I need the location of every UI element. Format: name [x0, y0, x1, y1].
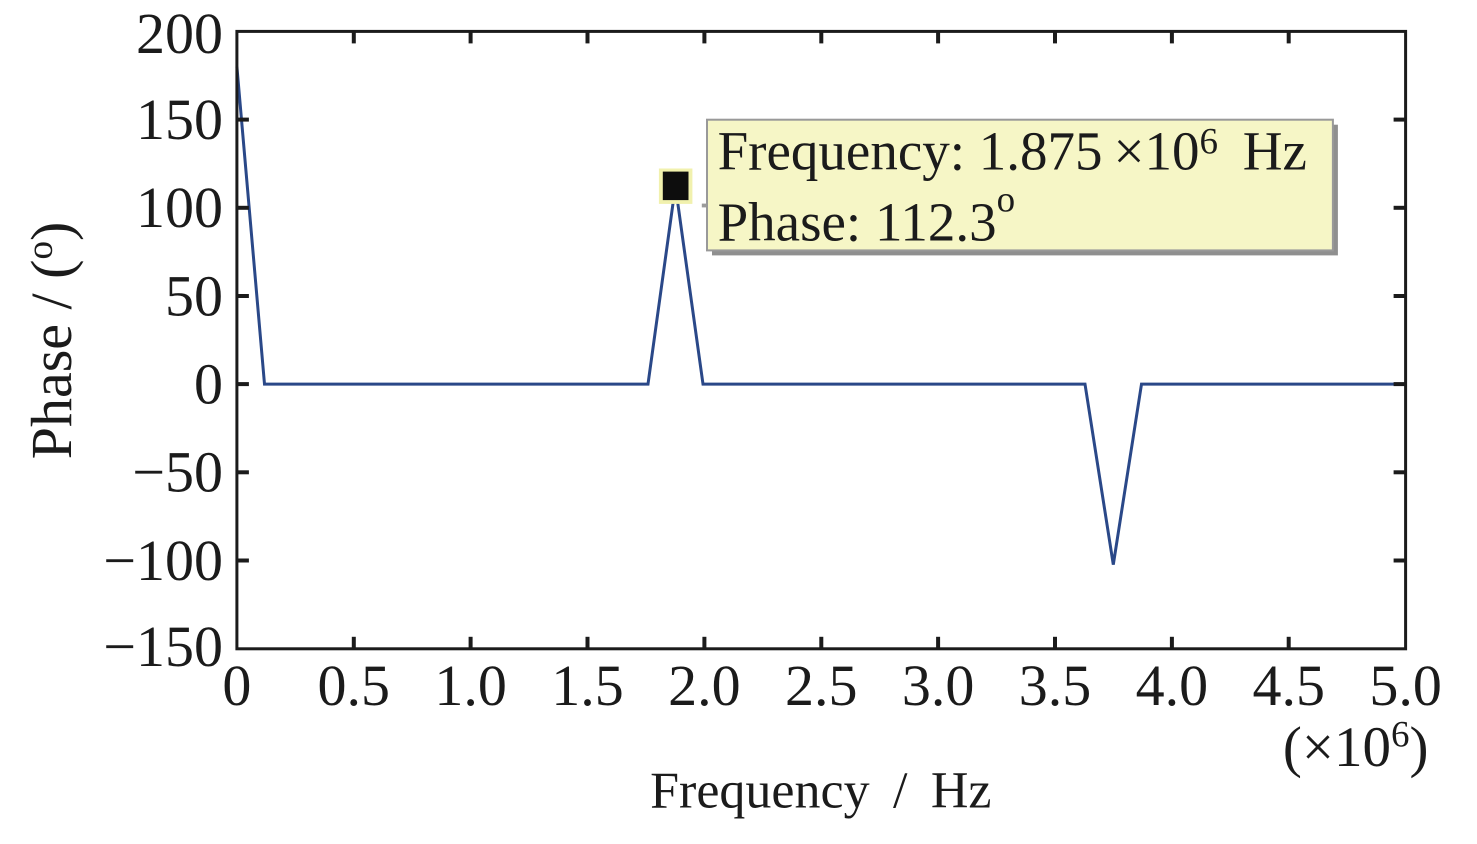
svg-text:0: 0 — [222, 653, 251, 718]
svg-text:0.5: 0.5 — [318, 653, 391, 718]
svg-text:0: 0 — [194, 351, 223, 416]
svg-text:3.5: 3.5 — [1019, 653, 1092, 718]
svg-text:Phase / (o): Phase / (o) — [19, 222, 84, 460]
svg-text:4.0: 4.0 — [1136, 653, 1209, 718]
svg-text:2.0: 2.0 — [668, 653, 741, 718]
svg-text:3.0: 3.0 — [902, 653, 975, 718]
svg-text:100: 100 — [136, 175, 223, 240]
svg-text:4.5: 4.5 — [1252, 653, 1325, 718]
svg-text:2.5: 2.5 — [785, 653, 858, 718]
svg-text:5.0: 5.0 — [1369, 653, 1442, 718]
svg-text:−50: −50 — [132, 440, 223, 505]
svg-text:1.0: 1.0 — [434, 653, 507, 718]
svg-text:50: 50 — [165, 263, 223, 328]
svg-text:1.5: 1.5 — [551, 653, 624, 718]
svg-text:−150: −150 — [103, 614, 223, 679]
svg-text:Phase: 112.3o: Phase: 112.3o — [718, 180, 1016, 253]
svg-text:Frequency / Hz: Frequency / Hz — [650, 763, 991, 820]
svg-text:150: 150 — [136, 87, 223, 152]
svg-text:−100: −100 — [103, 528, 223, 593]
svg-text:200: 200 — [136, 1, 223, 66]
svg-text:(×106): (×106) — [1283, 715, 1429, 779]
svg-text:Frequency: 1.875 ×106 Hz: Frequency: 1.875 ×106 Hz — [718, 120, 1307, 181]
